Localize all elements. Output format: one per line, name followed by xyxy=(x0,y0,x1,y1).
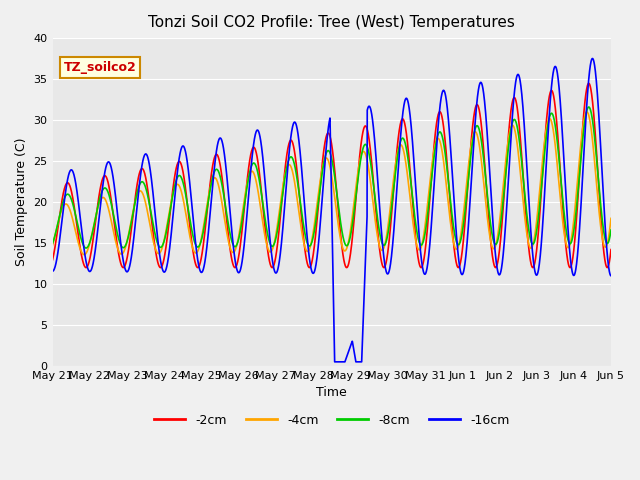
Text: TZ_soilco2: TZ_soilco2 xyxy=(64,61,136,74)
Title: Tonzi Soil CO2 Profile: Tree (West) Temperatures: Tonzi Soil CO2 Profile: Tree (West) Temp… xyxy=(148,15,515,30)
Legend: -2cm, -4cm, -8cm, -16cm: -2cm, -4cm, -8cm, -16cm xyxy=(149,409,515,432)
X-axis label: Time: Time xyxy=(316,386,347,399)
Y-axis label: Soil Temperature (C): Soil Temperature (C) xyxy=(15,138,28,266)
